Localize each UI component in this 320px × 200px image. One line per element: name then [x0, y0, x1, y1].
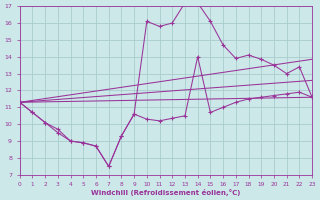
X-axis label: Windchill (Refroidissement éolien,°C): Windchill (Refroidissement éolien,°C): [91, 189, 241, 196]
